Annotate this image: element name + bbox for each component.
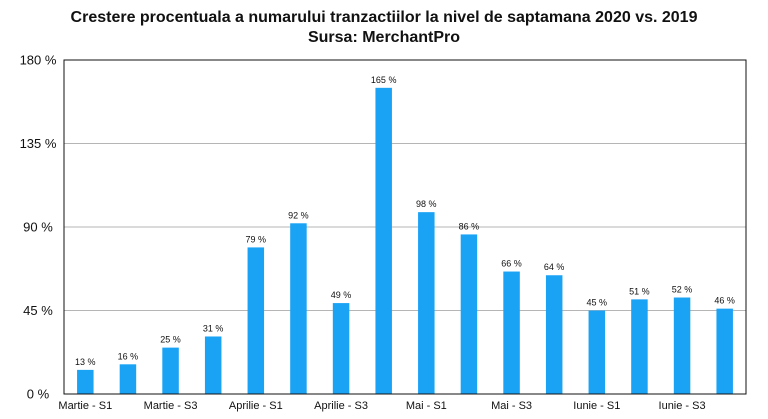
x-tick-label: Mai - S3 [491,400,532,412]
bar [673,297,691,394]
bar-value-label: 51 % [629,286,650,296]
bar [375,87,392,394]
bar [77,369,94,394]
bar-layer [77,87,733,394]
bar-value-label: 165 % [371,75,397,85]
x-tick-label: Iunie - S1 [573,400,620,412]
bar [503,271,520,394]
plot-frame [63,59,747,395]
bar-value-label: 92 % [288,210,309,220]
bar [332,303,350,394]
x-tick-label: Iunie - S3 [659,400,706,412]
bar [204,336,222,394]
bar-value-label: 13 % [75,357,96,367]
x-tick-label: Aprilie - S3 [314,400,368,412]
bar-value-label: 64 % [544,262,565,272]
x-tick-label: Martie - S1 [58,400,112,412]
x-tick-label: Mai - S1 [406,400,447,412]
bar-value-label: 79 % [246,234,267,244]
bar [631,299,648,394]
bar [247,247,265,394]
x-tick-label: Aprilie - S1 [229,400,283,412]
bar [588,310,606,394]
y-tick-label: 90 % [23,220,53,235]
bar-value-label: 98 % [416,199,437,209]
bar-value-label: 31 % [203,323,224,333]
chart-subtitle: Sursa: MerchantPro [307,29,461,46]
title-block: Crestere procentuala a numarului tranzac… [0,8,768,48]
bar-value-label: 52 % [672,285,693,295]
bar-value-label: 66 % [501,259,522,269]
label-layer: 0 % 45 % 90 % 135 % 180 % 13 % 16 % 25 % 31 % 79 … [20,53,735,413]
y-tick-label: 45 % [23,303,53,318]
y-tick-label: 180 % [20,53,57,68]
bar-value-label: 49 % [331,290,352,300]
bar-value-label: 45 % [587,298,608,308]
bar [545,275,563,394]
chart-title: Crestere procentuala a numarului tranzac… [70,9,698,26]
bar-value-label: 46 % [714,296,735,306]
bar [418,212,435,394]
bar [460,234,478,394]
x-tick-label: Martie - S3 [144,400,198,412]
bar-value-label: 16 % [118,351,139,361]
y-tick-label: 135 % [20,136,57,151]
bar [716,308,733,394]
bar [162,347,179,394]
bar [290,223,307,394]
bar-value-label: 25 % [160,335,181,345]
y-tick-label: 0 % [27,387,50,402]
bar-value-label: 86 % [459,221,480,231]
bar [119,364,137,394]
